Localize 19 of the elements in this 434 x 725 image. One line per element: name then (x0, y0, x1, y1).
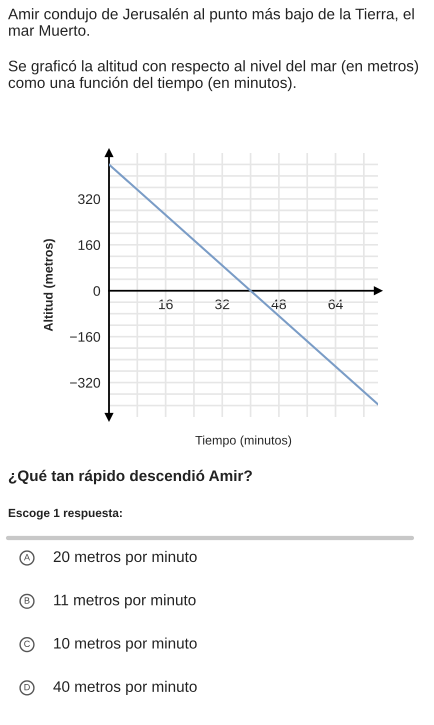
text: A (24, 554, 30, 560)
y-tick-label: 320 (78, 194, 100, 204)
y-tick-label: 0 (93, 286, 100, 296)
y-tick-label: −160 (70, 332, 100, 342)
x-axis-title: Tiempo (minutos) (195, 435, 292, 448)
y-tick-label: −320 (70, 378, 100, 388)
chart-subtitle: Se graficó la altitud con respecto al nivel del mar (en metros) como una función del tiempo (en minutos). (8, 60, 418, 92)
text: ¿Qué tan rápido descendió Amir? (8, 470, 252, 484)
text: B (24, 597, 30, 604)
text: Escoge 1 respuesta: (8, 508, 122, 520)
text: 11 metros por minuto (54, 594, 196, 608)
y-tick-label: 160 (78, 240, 100, 250)
text: 20 metros por minuto (54, 550, 197, 566)
text: 10 metros por minuto (54, 637, 197, 652)
chart-title: Amir condujo de Jerusalén al punto más bajo de la Tierra, el mar Muerto. (8, 8, 414, 36)
text: D (24, 684, 30, 690)
text: 40 metros por minuto (53, 680, 197, 696)
y-axis-title: Altitud (metros) (44, 239, 56, 332)
text: C (24, 640, 30, 648)
